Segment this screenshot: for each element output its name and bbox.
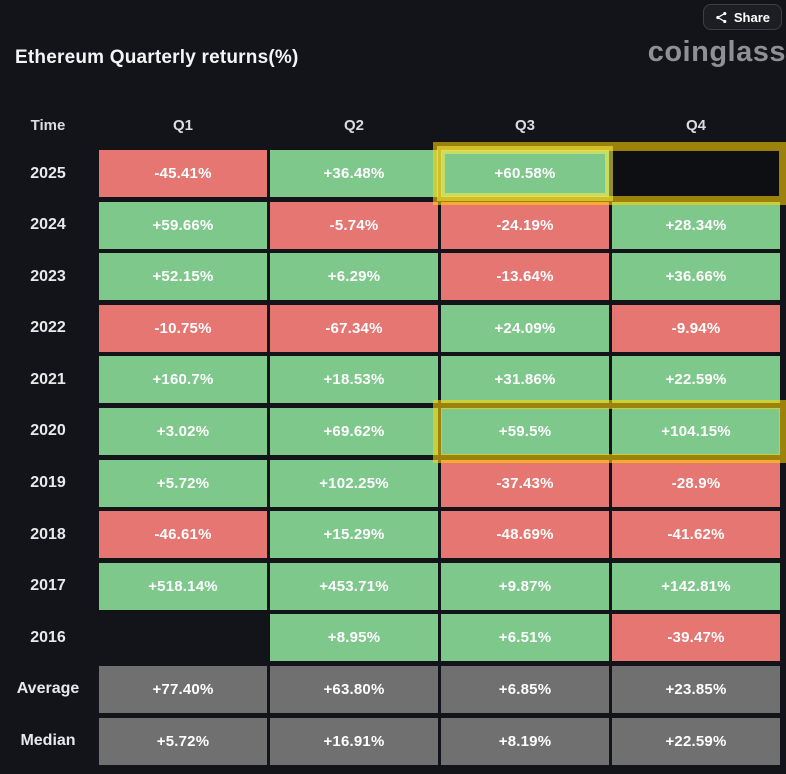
column-header-q4: Q4 xyxy=(685,116,706,134)
table-row: 2019 +5.72% +102.25% -37.43% -28.9% xyxy=(0,459,780,507)
cell: +5.72% xyxy=(99,717,267,765)
cell: +69.62% xyxy=(270,407,438,455)
table-row: 2017 +518.14% +453.71% +9.87% +142.81% xyxy=(0,562,780,610)
cell: -5.74% xyxy=(270,201,438,249)
table-row: 2022 -10.75% -67.34% +24.09% -9.94% xyxy=(0,304,780,352)
table-row: 2016 +8.95% +6.51% -39.47% xyxy=(0,614,780,662)
cell: -46.61% xyxy=(99,511,267,559)
cell: -39.47% xyxy=(612,614,780,662)
cell: +6.85% xyxy=(441,665,609,713)
cell: +518.14% xyxy=(99,562,267,610)
cell: +36.48% xyxy=(270,150,438,197)
cell: -37.43% xyxy=(441,459,609,507)
cell: +36.66% xyxy=(612,253,780,301)
row-label: 2022 xyxy=(30,319,66,337)
cell: +59.5% xyxy=(441,407,609,455)
cell: +6.51% xyxy=(441,614,609,662)
cell: -24.19% xyxy=(441,201,609,249)
cell: +59.66% xyxy=(99,201,267,249)
column-header-time: Time xyxy=(30,116,66,134)
cell: +5.72% xyxy=(99,459,267,507)
cell: +8.95% xyxy=(270,614,438,662)
cell: +31.86% xyxy=(441,356,609,404)
table-row: 2025 -45.41% +36.48% +60.58% xyxy=(0,150,780,197)
cell: +52.15% xyxy=(99,253,267,301)
cell: +18.53% xyxy=(270,356,438,404)
cell: +23.85% xyxy=(612,665,780,713)
table-body: 2025 -45.41% +36.48% +60.58% 2024 +59.66% -5.7… xyxy=(0,150,780,765)
share-button-label: Share xyxy=(733,9,770,25)
table-row: 2021 +160.7% +18.53% +31.86% +22.59% xyxy=(0,356,780,404)
column-header-q1: Q1 xyxy=(172,116,193,134)
cell: -67.34% xyxy=(270,304,438,352)
cell: -9.94% xyxy=(612,304,780,352)
cell: -10.75% xyxy=(99,304,267,352)
cell: +8.19% xyxy=(441,717,609,765)
cell: -13.64% xyxy=(441,253,609,301)
page-title: Ethereum Quarterly returns(%) xyxy=(15,47,299,68)
row-label: 2021 xyxy=(30,370,66,388)
share-icon xyxy=(715,11,728,24)
row-label: 2016 xyxy=(30,628,66,646)
row-label: 2025 xyxy=(30,164,66,182)
returns-table: Time Q1 Q2 Q3 Q4 2025 -45.41% +36.48% +60.5… xyxy=(0,110,780,769)
cell: +60.58% xyxy=(441,150,609,197)
cell: +104.15% xyxy=(612,407,780,455)
cell: +102.25% xyxy=(270,459,438,507)
table-row: 2024 +59.66% -5.74% -24.19% +28.34% xyxy=(0,201,780,249)
cell: +160.7% xyxy=(99,356,267,404)
column-header-q2: Q2 xyxy=(343,116,364,134)
row-label: 2018 xyxy=(30,525,66,543)
table-row: 2020 +3.02% +69.62% +59.5% +104.15% xyxy=(0,407,780,455)
column-header-q3: Q3 xyxy=(514,116,535,134)
cell: -45.41% xyxy=(99,150,267,197)
table-row: Average +77.40% +63.80% +6.85% +23.85% xyxy=(0,665,780,713)
cell xyxy=(99,614,267,661)
row-label: 2019 xyxy=(30,474,66,492)
cell: +16.91% xyxy=(270,717,438,765)
cell: +63.80% xyxy=(270,665,438,713)
cell: +24.09% xyxy=(441,304,609,352)
cell: +28.34% xyxy=(612,201,780,249)
row-label: 2017 xyxy=(30,577,66,595)
cell: +3.02% xyxy=(99,407,267,455)
cell: +77.40% xyxy=(99,665,267,713)
cell: +142.81% xyxy=(612,562,780,610)
cell: +22.59% xyxy=(612,717,780,765)
table-row: 2023 +52.15% +6.29% -13.64% +36.66% xyxy=(0,253,780,301)
row-label: 2020 xyxy=(30,422,66,440)
cell xyxy=(612,150,780,197)
row-label: Median xyxy=(20,732,76,750)
coinglass-logo: coinglass xyxy=(647,36,786,68)
cell: +22.59% xyxy=(612,356,780,404)
cell: -41.62% xyxy=(612,511,780,559)
cell: +9.87% xyxy=(441,562,609,610)
cell: +453.71% xyxy=(270,562,438,610)
cell: -28.9% xyxy=(612,459,780,507)
cell: +15.29% xyxy=(270,511,438,559)
table-row: Median +5.72% +16.91% +8.19% +22.59% xyxy=(0,717,780,765)
cell: +6.29% xyxy=(270,253,438,301)
table-row: 2018 -46.61% +15.29% -48.69% -41.62% xyxy=(0,511,780,559)
cell: -48.69% xyxy=(441,511,609,559)
table-header-row: Time Q1 Q2 Q3 Q4 xyxy=(0,110,780,140)
share-button[interactable]: Share xyxy=(702,4,782,30)
row-label: Average xyxy=(16,680,80,698)
row-label: 2023 xyxy=(30,267,66,285)
row-label: 2024 xyxy=(30,216,66,234)
